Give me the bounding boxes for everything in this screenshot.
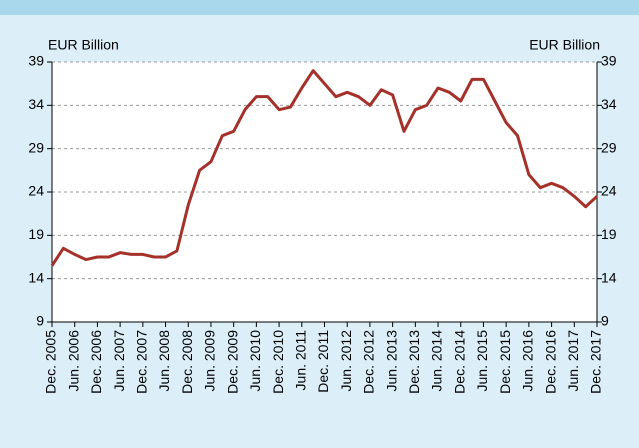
x-tick-label: Jun. 2006 (65, 330, 81, 392)
x-tick-label: Dec. 2005 (43, 330, 59, 394)
x-tick-label: Dec. 2008 (179, 330, 195, 394)
x-tick-label: Dec. 2006 (88, 330, 104, 394)
x-tick-label: Jun. 2011 (292, 330, 308, 391)
x-tick-label: Dec. 2013 (406, 330, 422, 394)
y2-tick-label: 9 (601, 313, 609, 329)
y-tick-label: 19 (28, 226, 44, 242)
x-tick-label: Dec. 2017 (588, 330, 604, 394)
y-tick-label: 24 (28, 183, 44, 199)
y-tick-label: 14 (28, 269, 44, 285)
header-band (0, 0, 639, 15)
y-tick-label: 39 (28, 53, 44, 69)
x-tick-label: Dec. 2010 (270, 330, 286, 394)
x-tick-label: Jun. 2013 (383, 330, 399, 392)
x-tick-label: Jun. 2016 (520, 330, 536, 392)
x-tick-label: Jun. 2012 (338, 330, 354, 392)
x-tick-label: Dec. 2016 (542, 330, 558, 394)
y2-tick-label: 14 (601, 269, 617, 285)
x-tick-label: Jun. 2017 (565, 330, 581, 392)
x-tick-label: Jun. 2007 (111, 330, 127, 392)
x-tick-label: Dec. 2011 (315, 330, 331, 393)
x-tick-label: Jun. 2008 (156, 330, 172, 392)
x-tick-label: Jun. 2015 (474, 330, 490, 392)
y-tick-label: 9 (36, 313, 44, 329)
x-tick-label: Dec. 2012 (361, 330, 377, 394)
y-axis-label-right: EUR Billion (529, 37, 600, 53)
data-line (50, 69, 599, 267)
x-tick-label: Jun. 2014 (429, 330, 445, 392)
y2-tick-label: 19 (601, 226, 617, 242)
y-tick-label: 29 (28, 139, 44, 155)
y2-tick-label: 29 (601, 139, 617, 155)
x-tick-label: Jun. 2010 (247, 330, 263, 392)
y-axis-label-left: EUR Billion (48, 37, 119, 53)
y2-tick-label: 24 (601, 183, 617, 199)
x-tick-label: Jun. 2009 (202, 330, 218, 392)
y2-tick-label: 34 (601, 96, 617, 112)
x-tick-label: Dec. 2007 (134, 330, 150, 394)
x-tick-label: Dec. 2009 (224, 330, 240, 394)
y2-tick-label: 39 (601, 53, 617, 69)
y-tick-label: 34 (28, 96, 44, 112)
x-tick-label: Dec. 2014 (451, 330, 467, 394)
x-tick-label: Dec. 2015 (497, 330, 513, 394)
